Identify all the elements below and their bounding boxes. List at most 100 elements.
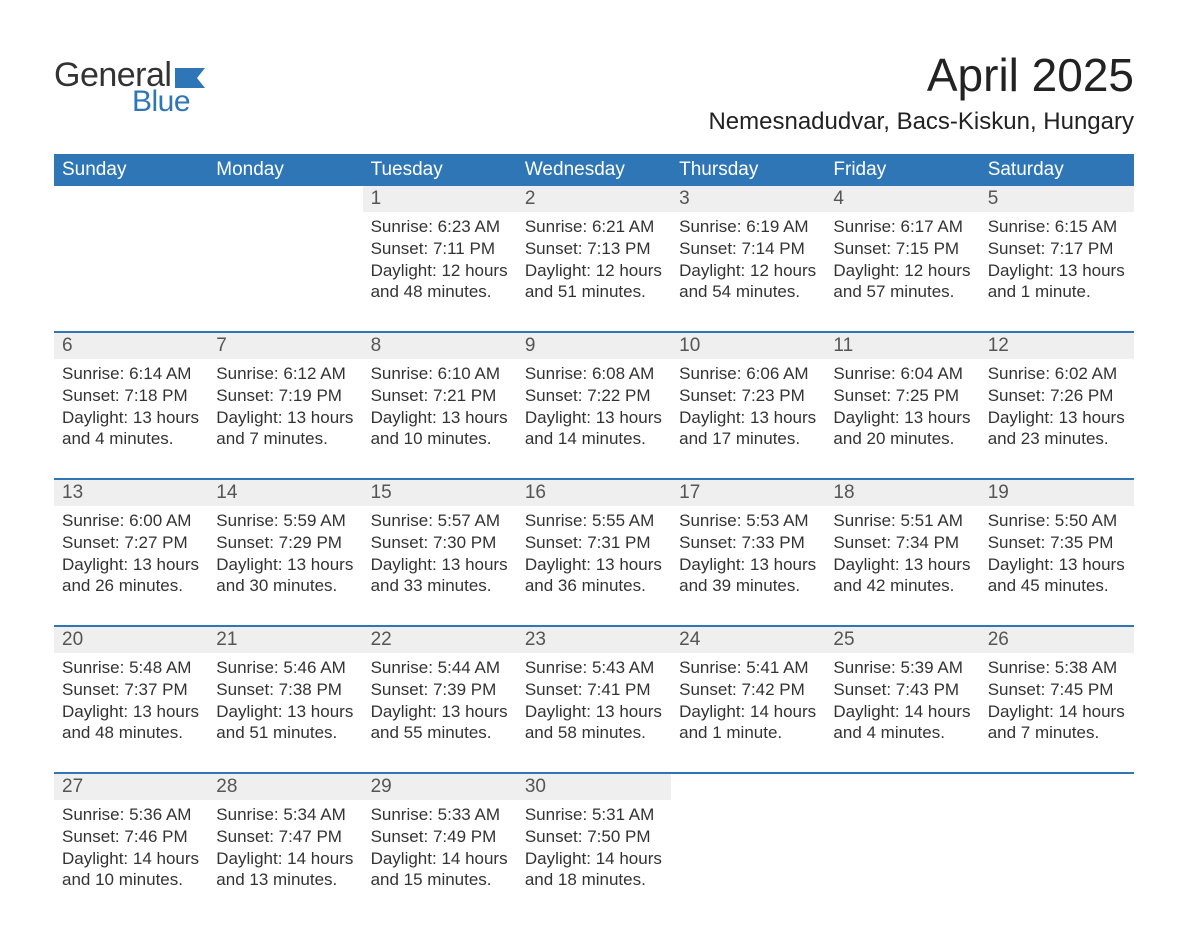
sunrise-line-value: 6:06 AM	[746, 364, 808, 383]
daylight-line: Daylight: 12 hours and 54 minutes.	[679, 260, 817, 304]
daylight-line: Daylight: 13 hours and 17 minutes.	[679, 407, 817, 451]
sunrise-line: Sunrise: 5:50 AM	[988, 510, 1126, 532]
sunset-line-value: 7:43 PM	[896, 680, 959, 699]
sunrise-line-label: Sunrise:	[833, 658, 900, 677]
sunrise-line-value: 5:57 AM	[438, 511, 500, 530]
day-detail-cell: Sunrise: 6:12 AMSunset: 7:19 PMDaylight:…	[208, 359, 362, 479]
sunrise-line-value: 6:04 AM	[901, 364, 963, 383]
daylight-line: Daylight: 13 hours and 4 minutes.	[62, 407, 200, 451]
day-number-cell: 12	[980, 332, 1134, 359]
sunset-line-value: 7:30 PM	[433, 533, 496, 552]
sunrise-line-value: 5:48 AM	[129, 658, 191, 677]
day-detail-cell: Sunrise: 5:38 AMSunset: 7:45 PMDaylight:…	[980, 653, 1134, 773]
sunset-line: Sunset: 7:17 PM	[988, 238, 1126, 260]
day-number-cell: 9	[517, 332, 671, 359]
day-header-row: Sunday Monday Tuesday Wednesday Thursday…	[54, 154, 1134, 186]
day-number-cell: 10	[671, 332, 825, 359]
sunset-line: Sunset: 7:11 PM	[371, 238, 509, 260]
sunset-line: Sunset: 7:43 PM	[833, 679, 971, 701]
sunset-line: Sunset: 7:25 PM	[833, 385, 971, 407]
daylight-line: Daylight: 13 hours and 36 minutes.	[525, 554, 663, 598]
daylight-line: Daylight: 14 hours and 7 minutes.	[988, 701, 1126, 745]
sunrise-line-label: Sunrise:	[62, 658, 129, 677]
sunset-line-value: 7:37 PM	[124, 680, 187, 699]
daylight-line: Daylight: 13 hours and 1 minute.	[988, 260, 1126, 304]
day-detail-cell: Sunrise: 6:15 AMSunset: 7:17 PMDaylight:…	[980, 212, 1134, 332]
sunrise-line-label: Sunrise:	[216, 805, 283, 824]
daylight-line: Daylight: 13 hours and 48 minutes.	[62, 701, 200, 745]
day-detail-cell: Sunrise: 6:14 AMSunset: 7:18 PMDaylight:…	[54, 359, 208, 479]
sunset-line-value: 7:29 PM	[279, 533, 342, 552]
daylight-line-label: Daylight:	[216, 849, 287, 868]
sunset-line: Sunset: 7:31 PM	[525, 532, 663, 554]
day-detail-cell	[208, 212, 362, 332]
sunset-line-label: Sunset:	[833, 386, 895, 405]
sunrise-line: Sunrise: 5:53 AM	[679, 510, 817, 532]
sunrise-line: Sunrise: 5:33 AM	[371, 804, 509, 826]
sunrise-line: Sunrise: 5:36 AM	[62, 804, 200, 826]
detail-row: Sunrise: 6:14 AMSunset: 7:18 PMDaylight:…	[54, 359, 1134, 479]
day-number-cell: 13	[54, 479, 208, 506]
sunrise-line-value: 5:50 AM	[1055, 511, 1117, 530]
sunset-line-label: Sunset:	[371, 533, 433, 552]
sunrise-line-label: Sunrise:	[679, 658, 746, 677]
day-number-cell: 20	[54, 626, 208, 653]
daylight-line-label: Daylight:	[371, 408, 442, 427]
sunrise-line-value: 5:38 AM	[1055, 658, 1117, 677]
daynum-row: 13141516171819	[54, 479, 1134, 506]
sunrise-line-label: Sunrise:	[216, 658, 283, 677]
sunrise-line-value: 5:51 AM	[901, 511, 963, 530]
sunrise-line-value: 6:21 AM	[592, 217, 654, 236]
sunrise-line: Sunrise: 5:34 AM	[216, 804, 354, 826]
day-detail-cell: Sunrise: 6:23 AMSunset: 7:11 PMDaylight:…	[363, 212, 517, 332]
day-detail-cell: Sunrise: 6:02 AMSunset: 7:26 PMDaylight:…	[980, 359, 1134, 479]
sunrise-line-value: 5:59 AM	[283, 511, 345, 530]
day-detail-cell: Sunrise: 5:36 AMSunset: 7:46 PMDaylight:…	[54, 800, 208, 901]
day-number-cell: 22	[363, 626, 517, 653]
day-detail-cell	[825, 800, 979, 901]
day-detail-cell: Sunrise: 5:34 AMSunset: 7:47 PMDaylight:…	[208, 800, 362, 901]
day-detail-cell: Sunrise: 6:08 AMSunset: 7:22 PMDaylight:…	[517, 359, 671, 479]
sunset-line-label: Sunset:	[216, 386, 278, 405]
daylight-line-label: Daylight:	[833, 702, 904, 721]
day-number-cell	[671, 773, 825, 800]
day-number-cell: 19	[980, 479, 1134, 506]
daylight-line-label: Daylight:	[62, 702, 133, 721]
daylight-line: Daylight: 13 hours and 33 minutes.	[371, 554, 509, 598]
day-number-cell: 30	[517, 773, 671, 800]
sunset-line: Sunset: 7:15 PM	[833, 238, 971, 260]
sunset-line-label: Sunset:	[62, 386, 124, 405]
day-number-cell: 16	[517, 479, 671, 506]
daylight-line: Daylight: 13 hours and 58 minutes.	[525, 701, 663, 745]
sunset-line: Sunset: 7:22 PM	[525, 385, 663, 407]
sunrise-line: Sunrise: 6:21 AM	[525, 216, 663, 238]
sunset-line: Sunset: 7:27 PM	[62, 532, 200, 554]
day-number-cell: 18	[825, 479, 979, 506]
sunset-line-value: 7:27 PM	[124, 533, 187, 552]
sunset-line-value: 7:45 PM	[1050, 680, 1113, 699]
sunrise-line-label: Sunrise:	[62, 511, 129, 530]
sunrise-line-label: Sunrise:	[525, 217, 592, 236]
sunrise-line-value: 6:14 AM	[129, 364, 191, 383]
day-detail-cell: Sunrise: 6:17 AMSunset: 7:15 PMDaylight:…	[825, 212, 979, 332]
sunrise-line-value: 6:08 AM	[592, 364, 654, 383]
day-header-thu: Thursday	[671, 154, 825, 186]
day-number-cell: 25	[825, 626, 979, 653]
daylight-line: Daylight: 12 hours and 57 minutes.	[833, 260, 971, 304]
day-detail-cell	[671, 800, 825, 901]
day-number-cell: 3	[671, 186, 825, 212]
calendar-tbody: 12345Sunrise: 6:23 AMSunset: 7:11 PMDayl…	[54, 186, 1134, 901]
sunrise-line-label: Sunrise:	[833, 511, 900, 530]
sunrise-line: Sunrise: 5:48 AM	[62, 657, 200, 679]
daylight-line: Daylight: 13 hours and 51 minutes.	[216, 701, 354, 745]
sunset-line-label: Sunset:	[371, 827, 433, 846]
daylight-line: Daylight: 13 hours and 39 minutes.	[679, 554, 817, 598]
day-detail-cell: Sunrise: 5:48 AMSunset: 7:37 PMDaylight:…	[54, 653, 208, 773]
sunrise-line: Sunrise: 6:04 AM	[833, 363, 971, 385]
sunset-line-label: Sunset:	[216, 827, 278, 846]
sunrise-line-label: Sunrise:	[525, 364, 592, 383]
title-block: April 2025 Nemesnadudvar, Bacs-Kiskun, H…	[708, 48, 1134, 136]
day-detail-cell: Sunrise: 5:43 AMSunset: 7:41 PMDaylight:…	[517, 653, 671, 773]
sunrise-line-value: 5:44 AM	[438, 658, 500, 677]
sunset-line-value: 7:26 PM	[1050, 386, 1113, 405]
